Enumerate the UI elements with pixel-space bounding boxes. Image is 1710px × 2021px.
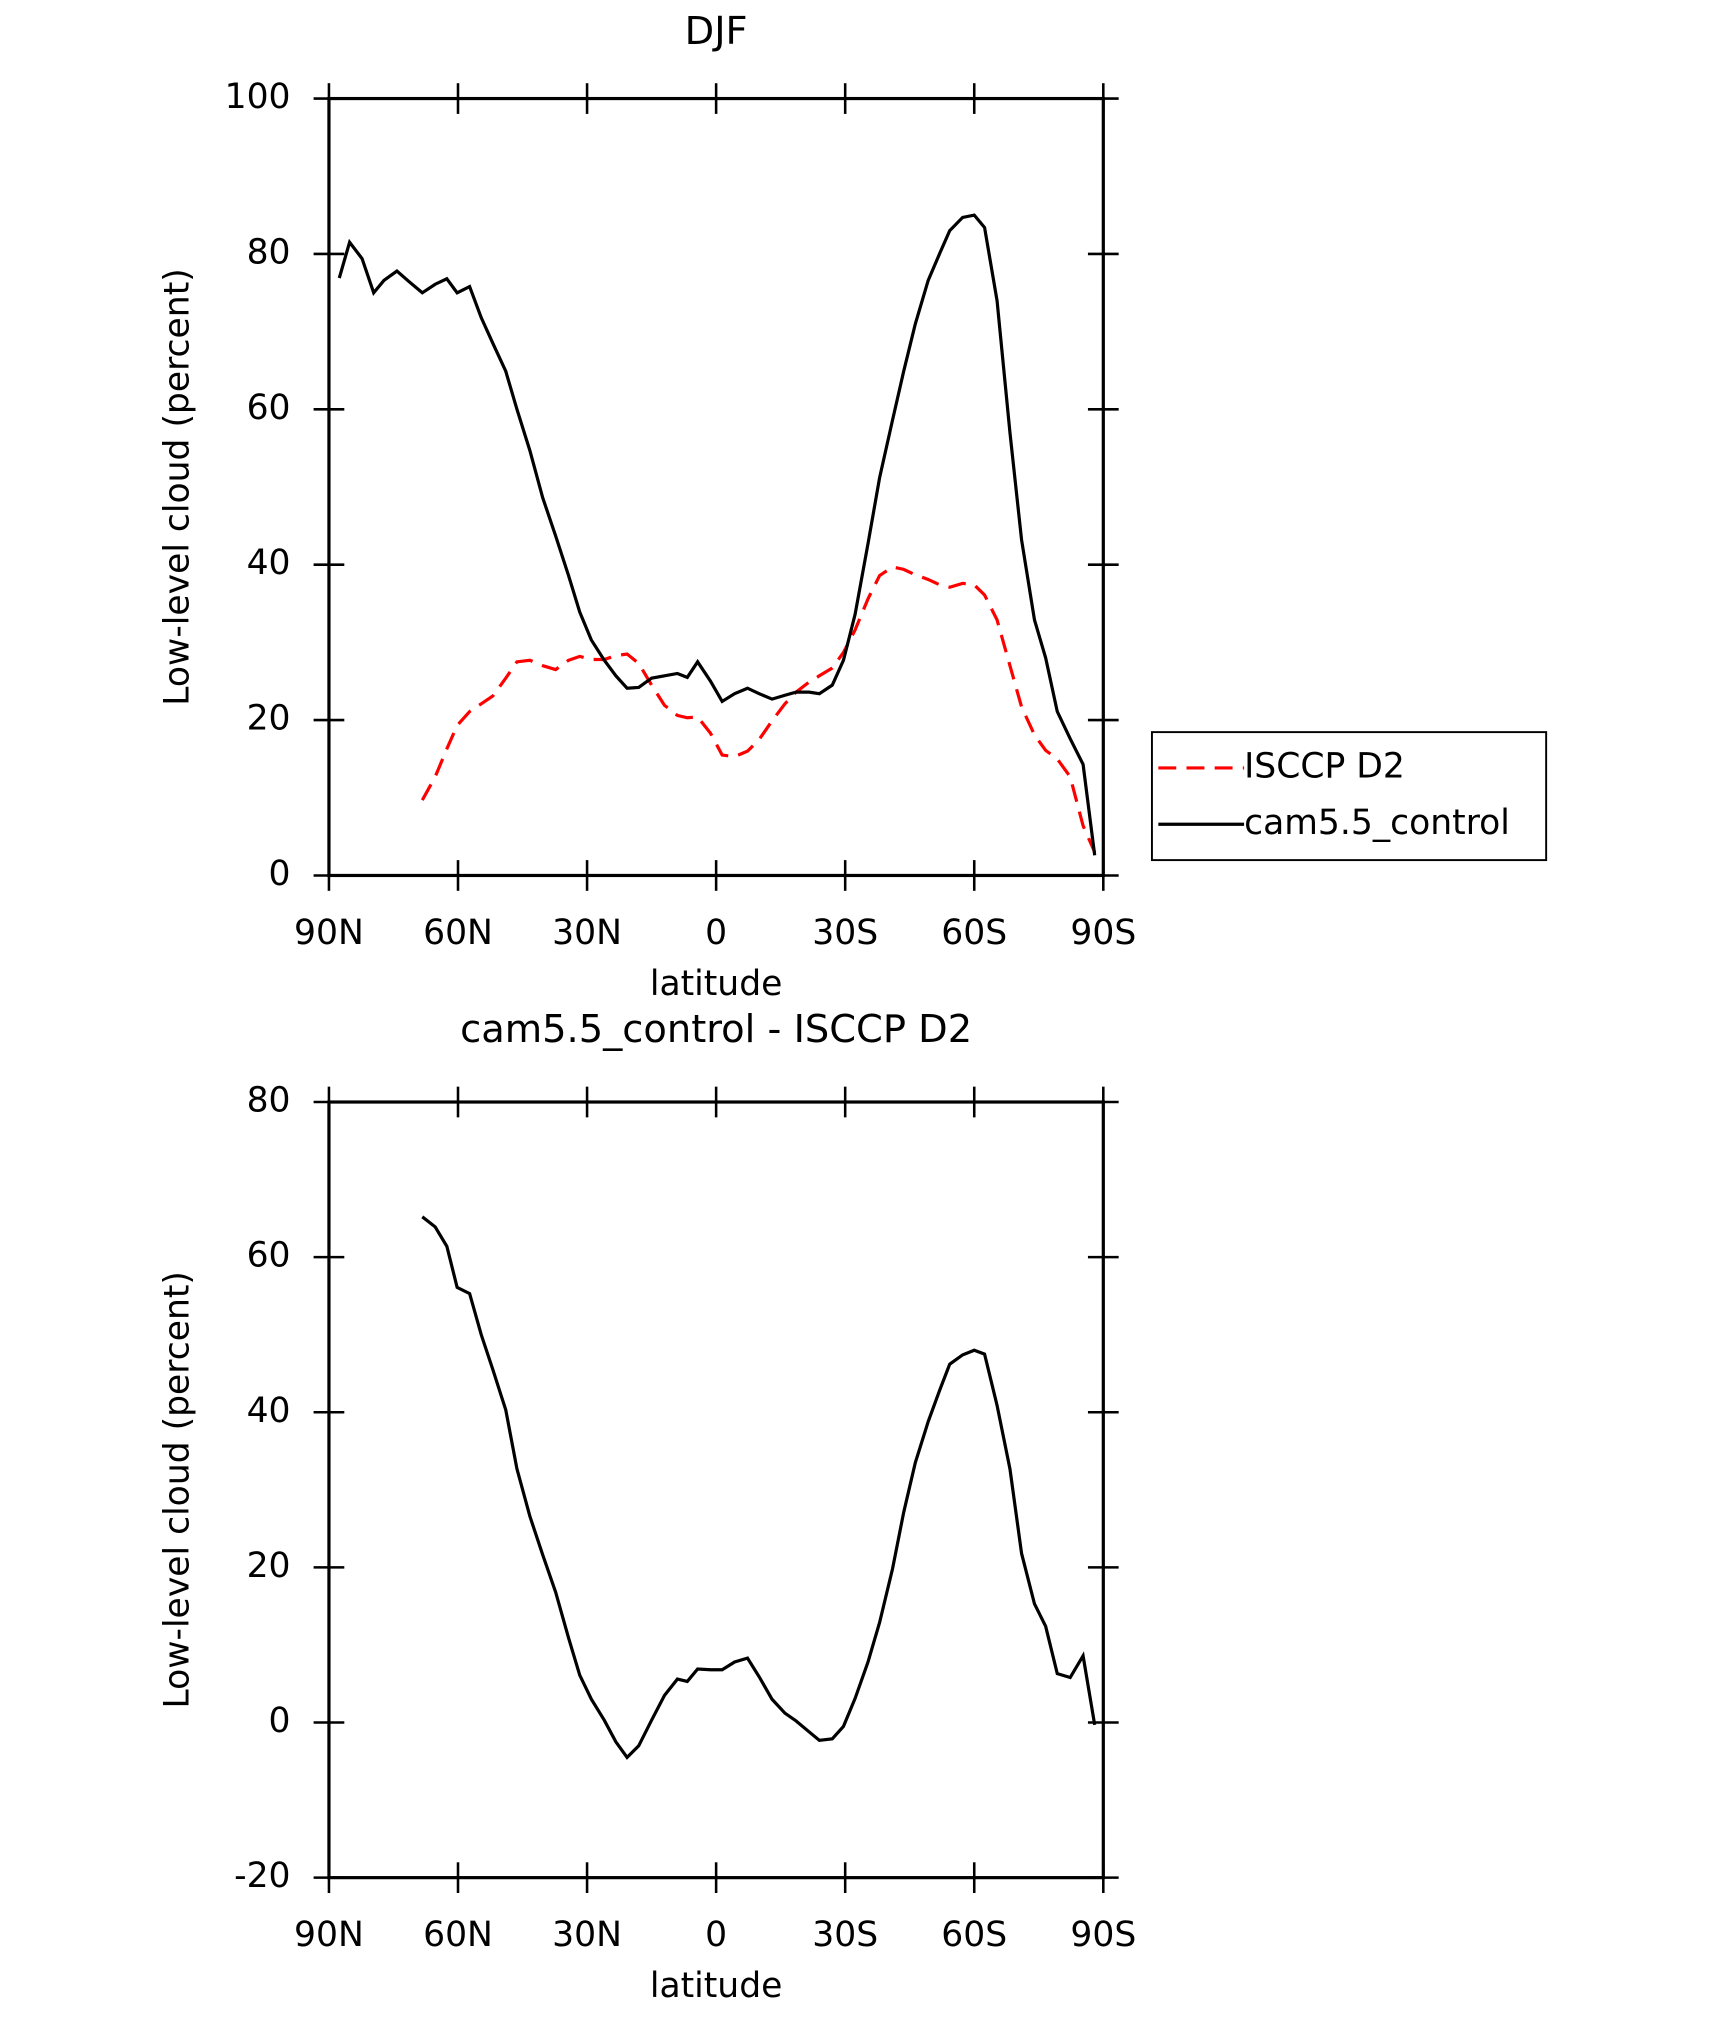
legend-box [1150,731,1548,862]
x-tick-label: 30S [812,1915,878,1955]
x-axis-label: latitude [650,1966,783,2006]
y-tick-label: 80 [247,1081,291,1121]
data-line [421,1215,1097,1760]
x-tick-label: 30N [552,913,622,953]
x-tick-label: 30N [552,1915,622,1955]
x-tick-label: 60S [941,1915,1007,1955]
y-tick-label: 60 [247,388,291,428]
chart-title: cam5.5_control - ISCCP D2 [460,1007,972,1052]
data-line [420,565,1097,853]
x-tick-label: 0 [705,1915,727,1955]
y-axis-label: Low-level cloud (percent) [158,268,198,705]
x-tick-label: 60N [423,913,493,953]
y-tick-label: 100 [225,77,291,117]
legend-label: cam5.5_control [1244,803,1510,843]
y-tick-label: 40 [247,543,291,583]
y-tick-label: 40 [247,1391,291,1431]
x-axis-label: latitude [650,964,783,1004]
x-tick-label: 30S [812,913,878,953]
chart-title: DJF [685,9,748,54]
y-tick-label: 20 [247,699,291,739]
x-tick-label: 90S [1070,1915,1136,1955]
y-tick-label: 80 [247,232,291,272]
legend-label: ISCCP D2 [1244,746,1405,786]
x-tick-label: 60S [941,913,1007,953]
x-tick-label: 0 [705,913,727,953]
y-tick-label: -20 [234,1856,290,1896]
y-tick-label: 0 [269,1701,291,1741]
y-tick-label: 0 [269,854,291,894]
plot-frame [327,96,1105,878]
x-tick-label: 60N [423,1915,493,1955]
plot-frame [327,1100,1105,1880]
data-line [337,213,1097,856]
x-tick-label: 90N [294,913,364,953]
y-axis-label: Low-level cloud (percent) [158,1271,198,1708]
x-tick-label: 90S [1070,913,1136,953]
y-tick-label: 20 [247,1546,291,1586]
x-tick-label: 90N [294,1915,364,1955]
y-tick-label: 60 [247,1236,291,1276]
